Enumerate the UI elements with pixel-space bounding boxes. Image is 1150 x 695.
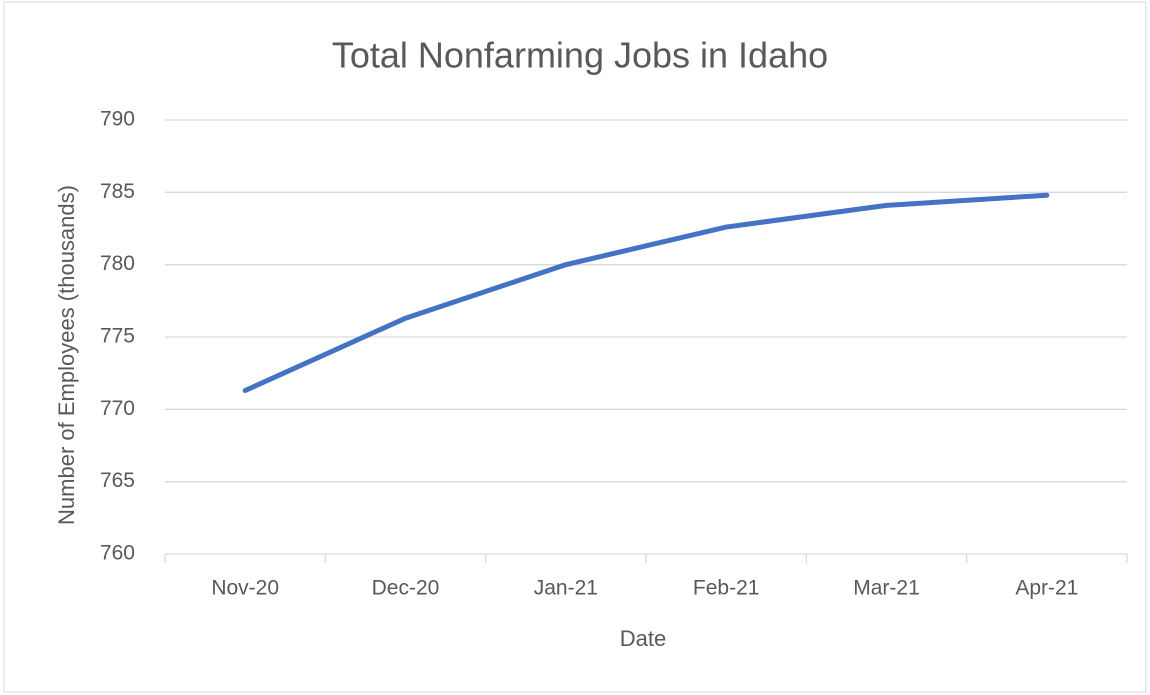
y-tick-label: 785 [100, 180, 135, 203]
x-axis-label: Date [620, 626, 666, 651]
x-tick-label: Dec-20 [372, 577, 440, 600]
chart-frame [3, 1, 1147, 693]
data-line [242, 192, 1050, 394]
y-tick-label: 760 [100, 542, 135, 565]
y-tick-label: 775 [100, 325, 135, 348]
y-tick-label: 790 [100, 108, 135, 131]
y-axis-label: Number of Employees (thousands) [54, 185, 79, 525]
chart-title: Total Nonfarming Jobs in Idaho [332, 35, 828, 76]
y-tick-label: 765 [100, 469, 135, 492]
x-tick-label: Jan-21 [534, 577, 598, 600]
x-tick-label: Mar-21 [853, 577, 920, 600]
x-tick-label: Feb-21 [693, 577, 760, 600]
x-tick-label: Apr-21 [1015, 577, 1078, 600]
y-tick-label: 770 [100, 397, 135, 420]
x-tick-label: Nov-20 [211, 577, 279, 600]
y-tick-label: 780 [100, 252, 135, 275]
